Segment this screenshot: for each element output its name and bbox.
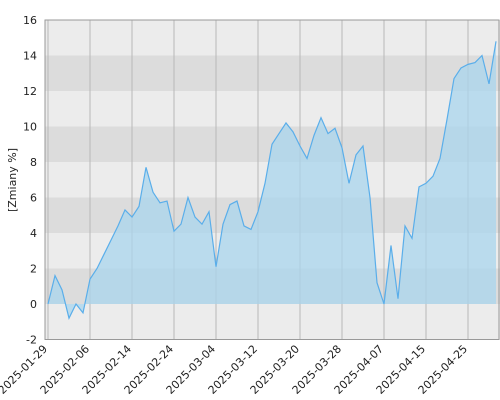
y-tick-label: 8 — [30, 156, 37, 169]
y-tick-label: 14 — [23, 50, 37, 63]
y-tick-label: 6 — [30, 192, 37, 205]
y-tick-label: 4 — [30, 227, 37, 240]
y-axis-label: [Zmiany %] — [6, 148, 19, 212]
y-tick-label: 16 — [23, 14, 37, 27]
y-tick-label: -2 — [26, 334, 37, 347]
y-tick-label: 10 — [23, 121, 37, 134]
y-tick-label: 0 — [30, 298, 37, 311]
area-fill — [48, 41, 496, 319]
y-tick-label: 12 — [23, 85, 37, 98]
y-tick-label: 2 — [30, 263, 37, 276]
line — [47, 41, 497, 320]
plot-border — [44, 19, 500, 340]
band — [45, 55, 500, 91]
